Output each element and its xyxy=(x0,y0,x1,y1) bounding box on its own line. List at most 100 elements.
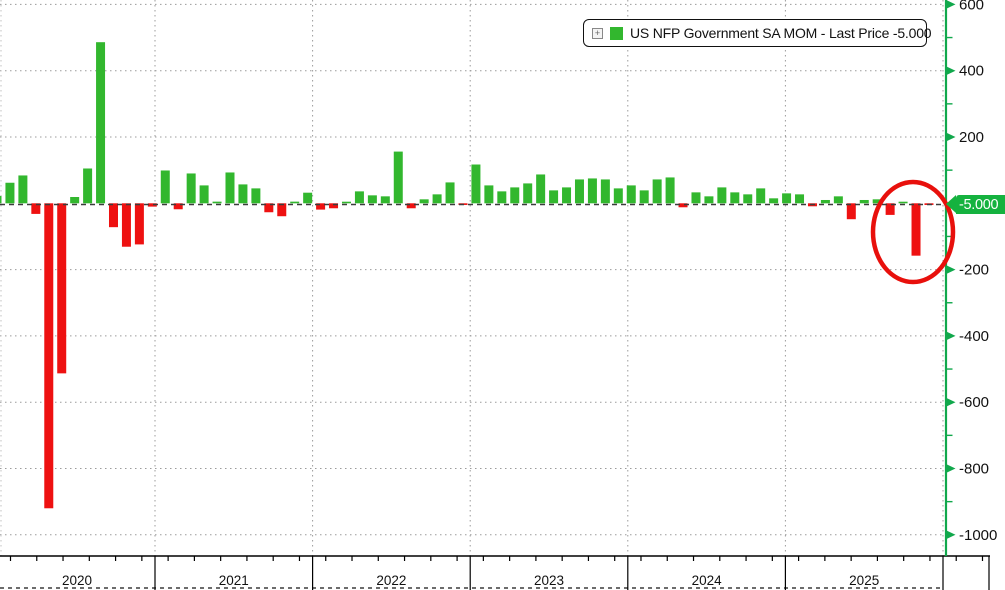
last-price-value: -5.000 xyxy=(959,196,999,213)
payrolls-bar[interactable] xyxy=(406,203,416,209)
payrolls-bar[interactable] xyxy=(251,188,261,204)
payrolls-bar[interactable] xyxy=(523,183,533,204)
payrolls-bar[interactable] xyxy=(756,188,766,204)
payrolls-bar[interactable] xyxy=(652,179,662,204)
payrolls-bar[interactable] xyxy=(536,174,546,204)
payrolls-bar[interactable] xyxy=(199,185,209,204)
x-axis-year-label: 2025 xyxy=(849,573,879,588)
payrolls-bar[interactable] xyxy=(18,175,28,204)
payrolls-bar[interactable] xyxy=(290,201,300,204)
payrolls-bar[interactable] xyxy=(96,42,106,204)
payrolls-bar[interactable] xyxy=(432,194,442,204)
payrolls-bar[interactable] xyxy=(872,199,882,204)
payrolls-bar[interactable] xyxy=(717,187,727,204)
payrolls-bar[interactable] xyxy=(445,182,455,204)
legend-box[interactable]: + US NFP Government SA MOM - Last Price … xyxy=(583,19,932,47)
payrolls-bar[interactable] xyxy=(57,203,67,374)
y-axis-tick-arrow-icon xyxy=(947,464,956,473)
payrolls-bar[interactable] xyxy=(704,196,714,204)
payrolls-bar[interactable] xyxy=(367,195,377,204)
payrolls-bar[interactable] xyxy=(911,203,921,256)
payrolls-bar[interactable] xyxy=(44,203,54,509)
payrolls-bar[interactable] xyxy=(70,197,80,204)
payrolls-bar[interactable] xyxy=(160,170,170,204)
payrolls-bar[interactable] xyxy=(549,190,559,204)
y-axis-tick-arrow-icon xyxy=(947,133,956,141)
payrolls-bar[interactable] xyxy=(613,188,623,204)
payrolls-bar[interactable] xyxy=(419,199,429,204)
legend-series-swatch xyxy=(610,26,623,40)
y-axis-tick-label: -600 xyxy=(959,394,989,411)
payrolls-bar[interactable] xyxy=(510,187,520,204)
payrolls-bar[interactable] xyxy=(225,172,235,204)
payrolls-bar[interactable] xyxy=(277,203,287,217)
payrolls-bar[interactable] xyxy=(898,201,908,204)
payrolls-bar[interactable] xyxy=(769,198,779,204)
payrolls-bar[interactable] xyxy=(393,151,403,204)
payrolls-bar[interactable] xyxy=(820,199,830,204)
payrolls-bar[interactable] xyxy=(484,185,494,204)
payrolls-bar[interactable] xyxy=(562,187,572,204)
payrolls-bar[interactable] xyxy=(238,184,248,204)
payrolls-bar[interactable] xyxy=(471,164,481,204)
y-axis-tick-arrow-icon xyxy=(947,0,956,9)
payrolls-bar[interactable] xyxy=(665,177,675,204)
payrolls-bar[interactable] xyxy=(212,201,222,204)
x-axis-year-label: 2021 xyxy=(219,573,249,588)
payrolls-bar[interactable] xyxy=(795,194,805,204)
y-axis-tick-label: 600 xyxy=(959,0,984,13)
y-axis-tick-label: 200 xyxy=(959,129,984,146)
payrolls-bar[interactable] xyxy=(380,196,390,204)
y-axis-tick-arrow-icon xyxy=(947,398,956,407)
x-axis-year-label: 2020 xyxy=(62,573,92,588)
payrolls-bar[interactable] xyxy=(833,196,843,204)
y-axis-tick-arrow-icon xyxy=(947,265,956,274)
payrolls-bar[interactable] xyxy=(316,203,326,210)
payrolls-bar[interactable] xyxy=(885,203,895,215)
payrolls-bar[interactable] xyxy=(108,203,118,228)
payrolls-bar[interactable] xyxy=(121,203,131,247)
payrolls-bar[interactable] xyxy=(639,190,649,204)
payrolls-bar[interactable] xyxy=(730,192,740,204)
y-axis-tick-label: -1000 xyxy=(959,527,997,544)
y-axis-tick-arrow-icon xyxy=(947,66,956,75)
payrolls-bar[interactable] xyxy=(691,192,701,204)
payrolls-bar[interactable] xyxy=(497,191,507,204)
x-axis-year-label: 2024 xyxy=(692,573,723,588)
y-axis-tick-label: -400 xyxy=(959,328,989,345)
payrolls-bar[interactable] xyxy=(341,201,351,204)
payrolls-bar[interactable] xyxy=(354,191,364,204)
payrolls-bar[interactable] xyxy=(846,203,856,220)
payrolls-bar[interactable] xyxy=(186,173,196,204)
payrolls-bar[interactable] xyxy=(600,179,610,204)
y-axis-tick-arrow-icon xyxy=(947,530,956,539)
payrolls-bar[interactable] xyxy=(31,203,41,214)
legend-series-label: US NFP Government SA MOM - Last Price -5… xyxy=(630,25,932,41)
annotation-circle[interactable] xyxy=(870,179,956,285)
x-axis-year-label: 2022 xyxy=(376,573,406,588)
payrolls-bar[interactable] xyxy=(678,203,688,208)
payrolls-bar[interactable] xyxy=(134,203,144,245)
payrolls-bar[interactable] xyxy=(147,203,157,207)
payrolls-bar[interactable] xyxy=(329,203,339,209)
payrolls-bar[interactable] xyxy=(0,196,2,204)
payrolls-bar[interactable] xyxy=(574,179,584,204)
payrolls-bar[interactable] xyxy=(264,203,274,213)
payrolls-bar[interactable] xyxy=(303,192,313,204)
x-axis-year-label: 2023 xyxy=(534,573,564,588)
payrolls-bar[interactable] xyxy=(782,193,792,204)
payrolls-bar[interactable] xyxy=(587,178,597,204)
last-price-tag-arrow-icon xyxy=(946,195,956,213)
payrolls-bar[interactable] xyxy=(83,168,93,204)
payrolls-bar[interactable] xyxy=(173,203,183,210)
y-axis-tick-label: 400 xyxy=(959,63,984,80)
last-price-tag: -5.000 xyxy=(956,195,1005,214)
payrolls-bar[interactable] xyxy=(859,199,869,204)
y-axis-tick-label: -200 xyxy=(959,262,989,279)
payrolls-bar[interactable] xyxy=(5,182,15,204)
payrolls-bar[interactable] xyxy=(743,194,753,204)
payrolls-bar[interactable] xyxy=(626,185,636,204)
legend-expand-icon[interactable]: + xyxy=(592,27,603,39)
